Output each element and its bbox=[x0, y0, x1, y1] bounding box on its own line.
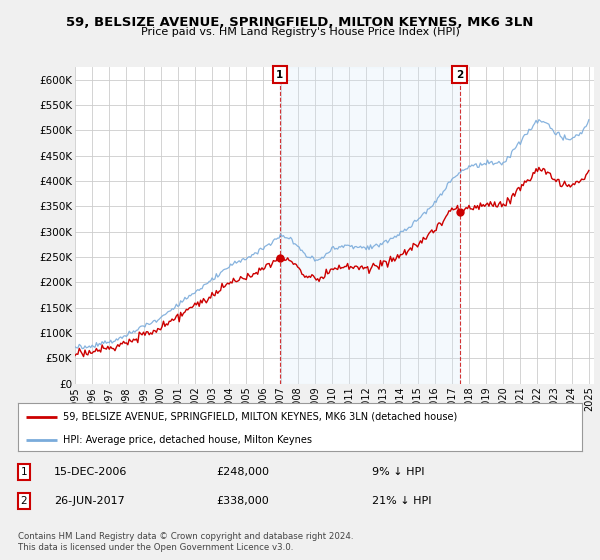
Text: Contains HM Land Registry data © Crown copyright and database right 2024.
This d: Contains HM Land Registry data © Crown c… bbox=[18, 532, 353, 552]
Text: 2: 2 bbox=[456, 70, 463, 80]
Text: 21% ↓ HPI: 21% ↓ HPI bbox=[372, 496, 431, 506]
Bar bbox=[280, 67, 460, 384]
Text: £338,000: £338,000 bbox=[216, 496, 269, 506]
Text: Price paid vs. HM Land Registry's House Price Index (HPI): Price paid vs. HM Land Registry's House … bbox=[140, 27, 460, 37]
Text: 59, BELSIZE AVENUE, SPRINGFIELD, MILTON KEYNES, MK6 3LN: 59, BELSIZE AVENUE, SPRINGFIELD, MILTON … bbox=[67, 16, 533, 29]
Text: HPI: Average price, detached house, Milton Keynes: HPI: Average price, detached house, Milt… bbox=[63, 435, 312, 445]
Text: £248,000: £248,000 bbox=[216, 467, 269, 477]
Text: 15-DEC-2006: 15-DEC-2006 bbox=[54, 467, 127, 477]
Text: 59, BELSIZE AVENUE, SPRINGFIELD, MILTON KEYNES, MK6 3LN (detached house): 59, BELSIZE AVENUE, SPRINGFIELD, MILTON … bbox=[63, 412, 457, 422]
Text: 26-JUN-2017: 26-JUN-2017 bbox=[54, 496, 125, 506]
Text: 2: 2 bbox=[20, 496, 28, 506]
Text: 1: 1 bbox=[20, 467, 28, 477]
Text: 9% ↓ HPI: 9% ↓ HPI bbox=[372, 467, 425, 477]
Text: 1: 1 bbox=[276, 70, 283, 80]
